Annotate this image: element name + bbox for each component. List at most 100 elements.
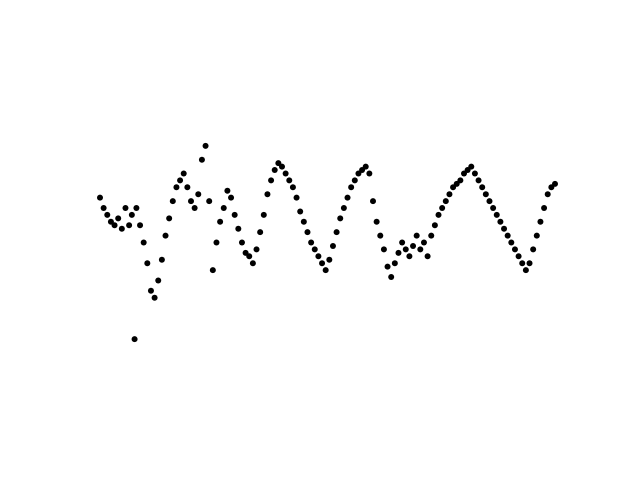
data-point	[282, 170, 289, 177]
data-point	[522, 267, 529, 274]
data-point	[286, 177, 293, 184]
data-point	[530, 246, 537, 253]
data-point	[128, 211, 135, 218]
data-point	[326, 256, 333, 263]
data-point	[322, 267, 329, 274]
data-point	[508, 239, 515, 246]
data-point	[348, 184, 355, 191]
data-point	[424, 253, 431, 260]
data-point	[457, 177, 464, 184]
data-point	[410, 242, 417, 249]
data-point	[428, 232, 435, 239]
data-point	[264, 191, 271, 198]
data-point	[97, 194, 103, 201]
data-point	[224, 187, 231, 194]
data-point	[511, 246, 518, 253]
data-point	[166, 215, 173, 222]
data-point	[147, 287, 154, 294]
data-point	[122, 205, 129, 211]
data-point	[362, 163, 369, 170]
data-point	[471, 170, 478, 177]
data-point	[217, 218, 224, 225]
data-point	[140, 239, 147, 246]
data-point	[158, 256, 165, 263]
data-point	[329, 242, 336, 249]
data-point	[482, 191, 489, 198]
data-point	[169, 198, 176, 205]
data-point	[399, 239, 406, 246]
data-point	[235, 225, 242, 232]
data-point	[115, 215, 122, 222]
data-point	[442, 198, 449, 205]
data-point	[188, 198, 194, 205]
data-point	[137, 222, 144, 229]
data-point	[228, 194, 235, 201]
data-point	[195, 191, 202, 198]
data-point	[351, 177, 358, 184]
data-point	[111, 222, 118, 229]
data-point	[337, 215, 344, 222]
data-point	[257, 229, 264, 236]
data-point	[395, 249, 402, 256]
data-point	[391, 260, 398, 267]
data-point	[202, 142, 209, 149]
data-point	[468, 163, 475, 170]
data-point	[504, 232, 511, 239]
data-point	[279, 163, 285, 170]
data-point	[537, 218, 544, 225]
data-point	[260, 211, 267, 218]
data-point	[300, 218, 307, 225]
data-point	[209, 267, 216, 274]
data-point	[533, 232, 540, 239]
data-point	[340, 205, 347, 211]
data-point	[155, 277, 162, 284]
data-point	[304, 229, 311, 236]
data-point	[552, 180, 558, 187]
data-point	[417, 246, 424, 253]
data-point	[249, 260, 256, 267]
data-point	[297, 208, 304, 215]
data-point	[238, 239, 245, 246]
data-point	[402, 246, 409, 253]
data-point	[100, 205, 107, 211]
data-point	[439, 205, 446, 211]
data-point	[420, 239, 427, 246]
data-point	[413, 232, 420, 239]
data-point	[370, 198, 376, 205]
data-point	[319, 260, 326, 267]
data-point	[493, 211, 500, 218]
data-point	[289, 184, 296, 191]
data-point	[151, 294, 158, 301]
data-point	[519, 260, 526, 267]
data-point	[246, 253, 253, 260]
data-point	[526, 260, 533, 267]
data-point	[497, 218, 504, 225]
data-point	[253, 246, 260, 253]
data-point	[377, 232, 384, 239]
data-point	[486, 198, 493, 205]
data-point	[388, 274, 395, 280]
data-point	[384, 263, 391, 270]
data-point	[479, 184, 486, 191]
data-point	[213, 239, 220, 246]
data-point	[268, 177, 275, 184]
data-point	[104, 211, 111, 218]
data-point	[475, 177, 482, 184]
data-point	[435, 211, 442, 218]
data-point	[446, 191, 453, 198]
data-point	[490, 205, 497, 211]
data-point	[162, 232, 169, 239]
data-point	[344, 194, 351, 201]
data-point	[308, 239, 315, 246]
data-point	[271, 167, 278, 174]
data-point	[126, 222, 133, 229]
data-point	[177, 177, 184, 184]
data-point	[133, 205, 140, 211]
data-point	[373, 218, 380, 225]
data-point	[198, 156, 205, 163]
data-point	[501, 225, 508, 232]
data-point	[144, 260, 151, 267]
data-point	[220, 205, 227, 211]
data-point	[541, 205, 548, 211]
